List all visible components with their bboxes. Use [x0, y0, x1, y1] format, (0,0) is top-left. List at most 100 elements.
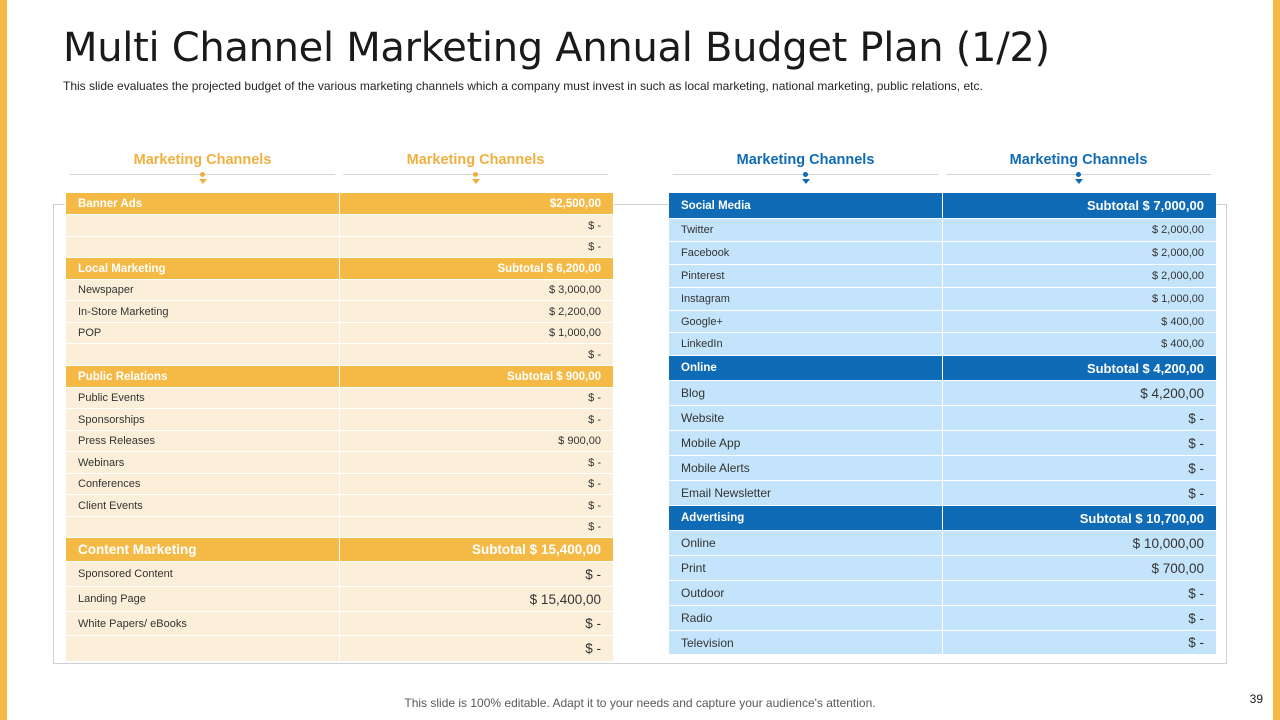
table-row: Public Events $ - [65, 387, 614, 409]
table-row: LinkedIn $ 400,00 [668, 332, 1217, 356]
channel-amount: $ 10,000,00 [942, 530, 1217, 556]
page-number: 39 [1249, 692, 1263, 706]
table-row: Outdoor $ - [668, 580, 1217, 606]
channel-amount: $ 3,000,00 [339, 279, 614, 301]
table-row: Press Releases $ 900,00 [65, 430, 614, 452]
category-subtotal: Subtotal $ 15,400,00 [339, 537, 614, 562]
channel-label: Radio [668, 605, 943, 631]
table-row: Facebook $ 2,000,00 [668, 241, 1217, 265]
channel-amount: $ 400,00 [942, 310, 1217, 333]
table-row: Google+ $ 400,00 [668, 310, 1217, 333]
channel-label: POP [65, 322, 340, 344]
category-label: Online [668, 355, 943, 381]
chevron-down-icon [802, 172, 810, 190]
table-row: Landing Page $ 15,400,00 [65, 586, 614, 612]
column-header-label: Marketing Channels [406, 152, 545, 168]
channel-amount: $ - [942, 430, 1217, 456]
channel-label: Sponsored Content [65, 561, 340, 587]
category-subtotal: Subtotal $ 6,200,00 [339, 257, 614, 280]
channel-label: Conferences [65, 473, 340, 495]
column-header-label: Marketing Channels [133, 152, 272, 168]
table-row: Website $ - [668, 405, 1217, 431]
category-label: Local Marketing [65, 257, 340, 280]
category-header-row: Advertising Subtotal $ 10,700,00 [668, 505, 1217, 531]
category-header-row: Content Marketing Subtotal $ 15,400,00 [65, 537, 614, 562]
channel-amount: $ - [339, 214, 614, 237]
channel-label: Outdoor [668, 580, 943, 606]
category-header-row: Social Media Subtotal $ 7,000,00 [668, 192, 1217, 219]
channel-label: Twitter [668, 218, 943, 242]
table-row: Email Newsletter $ - [668, 480, 1217, 506]
category-label: Public Relations [65, 365, 340, 388]
table-row: $ - [65, 635, 614, 662]
channel-amount: $ 15,400,00 [339, 586, 614, 612]
channel-amount: $ - [339, 561, 614, 587]
channel-label: Landing Page [65, 586, 340, 612]
channel-label: Mobile App [668, 430, 943, 456]
category-subtotal: Subtotal $ 10,700,00 [942, 505, 1217, 531]
channel-amount: $ 400,00 [942, 332, 1217, 356]
chevron-down-icon [1075, 172, 1083, 190]
channel-amount: $ - [942, 480, 1217, 506]
tables-container [53, 204, 1227, 664]
table-row: White Papers/ eBooks $ - [65, 611, 614, 636]
table-row: $ - [65, 236, 614, 258]
table-row: Sponsored Content $ - [65, 561, 614, 587]
channel-label: Webinars [65, 451, 340, 474]
channel-amount: $ - [339, 387, 614, 409]
channel-amount: $ - [339, 451, 614, 474]
table-row: Client Events $ - [65, 494, 614, 517]
table-row: Radio $ - [668, 605, 1217, 631]
channel-amount: $ - [339, 494, 614, 517]
channel-amount: $ 700,00 [942, 555, 1217, 581]
channel-amount: $ - [339, 516, 614, 538]
channel-amount: $ 4,200,00 [942, 380, 1217, 406]
channel-label: Television [668, 630, 943, 655]
table-row: $ - [65, 516, 614, 538]
channel-amount: $ 2,200,00 [339, 300, 614, 323]
table-row: Twitter $ 2,000,00 [668, 218, 1217, 242]
table-row: Sponsorships $ - [65, 408, 614, 431]
channel-amount: $ - [339, 635, 614, 662]
channel-amount: $ 2,000,00 [942, 218, 1217, 242]
category-subtotal: Subtotal $ 4,200,00 [942, 355, 1217, 381]
category-subtotal: Subtotal $ 900,00 [339, 365, 614, 388]
channel-label: Mobile Alerts [668, 455, 943, 481]
table-row: Mobile Alerts $ - [668, 455, 1217, 481]
channel-amount: $ - [339, 343, 614, 366]
category-label: Banner Ads [65, 192, 340, 215]
channel-label: Print [668, 555, 943, 581]
category-label: Advertising [668, 505, 943, 531]
channel-amount: $ 1,000,00 [942, 287, 1217, 311]
table-row: Blog $ 4,200,00 [668, 380, 1217, 406]
table-row: Mobile App $ - [668, 430, 1217, 456]
chevron-down-icon [472, 172, 480, 190]
slide-subtitle: This slide evaluates the projected budge… [63, 79, 983, 93]
column-header-label: Marketing Channels [1009, 152, 1148, 168]
channel-amount: $ - [339, 473, 614, 495]
channel-amount: $ - [942, 405, 1217, 431]
column-header-label: Marketing Channels [736, 152, 875, 168]
table-row: Newspaper $ 3,000,00 [65, 279, 614, 301]
channel-label: Instagram [668, 287, 943, 311]
channel-label [65, 236, 340, 258]
channel-label [65, 635, 340, 662]
channel-amount: $ - [339, 611, 614, 636]
table-row: Pinterest $ 2,000,00 [668, 264, 1217, 288]
table-row: Webinars $ - [65, 451, 614, 474]
channel-label: Email Newsletter [668, 480, 943, 506]
channel-label [65, 343, 340, 366]
category-subtotal: Subtotal $ 7,000,00 [942, 192, 1217, 219]
channel-amount: $ 2,000,00 [942, 241, 1217, 265]
channel-label: Online [668, 530, 943, 556]
channel-label [65, 214, 340, 237]
chevron-down-icon [199, 172, 207, 190]
channel-amount: $ 1,000,00 [339, 322, 614, 344]
category-header-row: Public Relations Subtotal $ 900,00 [65, 365, 614, 388]
channel-label: White Papers/ eBooks [65, 611, 340, 636]
channel-label: Newspaper [65, 279, 340, 301]
channel-amount: $ - [942, 455, 1217, 481]
channel-label: Facebook [668, 241, 943, 265]
category-subtotal: $2,500,00 [339, 192, 614, 215]
channel-label: Pinterest [668, 264, 943, 288]
